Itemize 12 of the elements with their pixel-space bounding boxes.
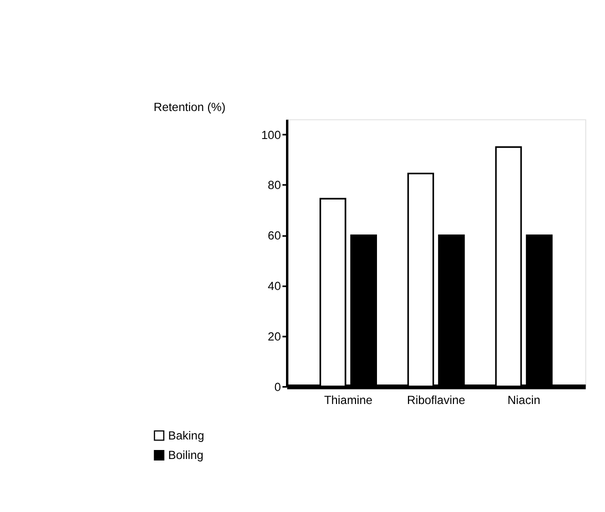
x-tick-label: Thiamine: [324, 394, 373, 408]
y-tick-label: 100: [261, 128, 282, 142]
x-tick-label: Niacin: [508, 394, 540, 408]
legend-label: Baking: [168, 430, 204, 442]
y-tick-label: 20: [268, 330, 282, 344]
y-tick-label: 80: [268, 179, 282, 192]
y-tick-label: 0: [274, 380, 282, 394]
x-tick-label: Riboflavine: [406, 394, 466, 408]
y-tick-label: 60: [268, 230, 282, 243]
y-tick-label: 40: [268, 280, 282, 293]
legend-label: Boiling: [168, 449, 204, 462]
y-axis-title: Retention (%): [154, 101, 226, 114]
